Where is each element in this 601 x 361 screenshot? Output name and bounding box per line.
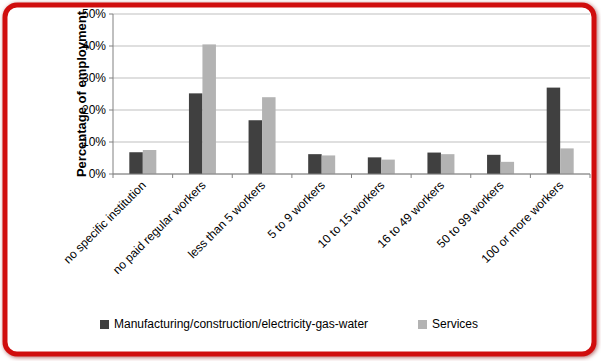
bar [129, 152, 143, 174]
x-tick-label: 5 to 9 workers [265, 178, 328, 241]
tick-mark [109, 78, 113, 79]
x-tick-mark [113, 174, 114, 178]
grid-line [113, 78, 590, 79]
bar [308, 154, 322, 174]
x-tick-mark [351, 174, 352, 178]
x-tick-mark [470, 174, 471, 178]
grid-line [113, 110, 590, 111]
bar [441, 154, 455, 174]
tick-mark [109, 110, 113, 111]
y-axis-label: Percentage of employment [74, 10, 89, 177]
bar [368, 157, 382, 174]
tick-mark [109, 46, 113, 47]
bar [202, 44, 216, 174]
bar [427, 153, 441, 174]
legend-swatch [418, 320, 427, 329]
legend-swatch [100, 320, 109, 329]
bar [262, 97, 276, 174]
legend-label: Services [432, 317, 478, 331]
x-tick-mark [590, 174, 591, 178]
bar [322, 155, 336, 174]
bar [381, 160, 395, 174]
bar [501, 162, 515, 174]
x-tick-label: less than 5 workers [185, 178, 268, 261]
x-tick-mark [411, 174, 412, 178]
x-tick-mark [291, 174, 292, 178]
x-tick-label: 100 or more workers [479, 178, 567, 266]
y-tick-label: 0% [89, 167, 107, 181]
bars [129, 44, 573, 174]
x-tick-mark [232, 174, 233, 178]
bar [249, 120, 263, 174]
chart: 0%10%20%30%40%50%no specific institution… [0, 0, 601, 361]
grid-line [113, 46, 590, 47]
x-tick-mark [172, 174, 173, 178]
bar [189, 93, 203, 174]
bar [487, 155, 501, 174]
grid-line [113, 142, 590, 143]
x-tick-mark [530, 174, 531, 178]
y-axis [113, 14, 114, 174]
frame [5, 5, 594, 354]
bar [560, 148, 574, 174]
bar [547, 88, 561, 174]
tick-mark [109, 14, 113, 15]
x-tick-label: no paid regular workers [110, 178, 209, 277]
grid-line [113, 14, 590, 15]
tick-mark [109, 174, 113, 175]
tick-mark [109, 142, 113, 143]
legend-label: Manufacturing/construction/electricity-g… [114, 317, 368, 331]
bar [143, 150, 157, 174]
